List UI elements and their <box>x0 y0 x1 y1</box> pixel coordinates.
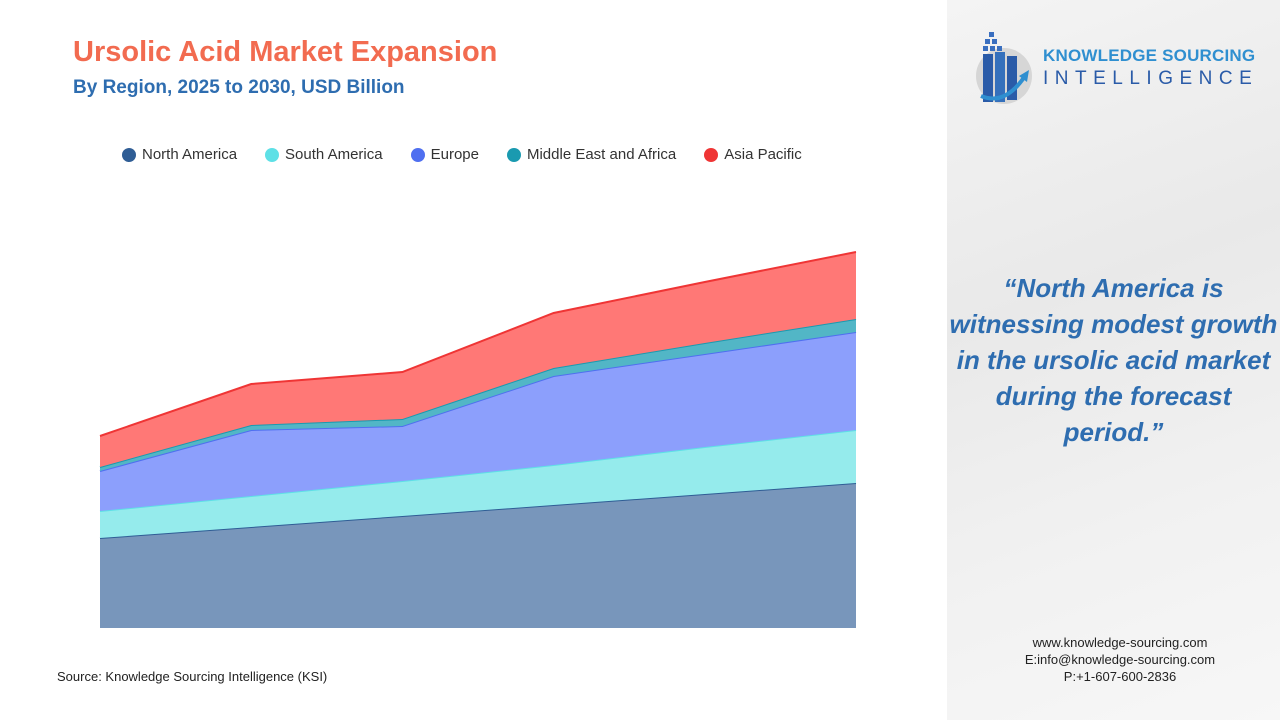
contact-info: www.knowledge-sourcing.com E:info@knowle… <box>960 634 1280 685</box>
chart-subtitle: By Region, 2025 to 2030, USD Billion <box>73 77 405 98</box>
legend-swatch <box>410 147 425 162</box>
email-text[interactable]: E:info@knowledge-sourcing.com <box>1024 652 1216 667</box>
legend-swatch <box>506 147 521 162</box>
logo-text-line2: INTELLIGENCE <box>1043 68 1259 89</box>
quote-text: “North America is witnessing modest grow… <box>949 273 1278 447</box>
line-middle-east-and-africa <box>99 318 857 468</box>
area-south-america <box>100 430 856 538</box>
area-north-america <box>100 483 856 628</box>
legend-label: Middle East and Africa <box>526 146 677 163</box>
legend-label: Asia Pacific <box>724 146 802 163</box>
legend-swatch <box>704 147 719 162</box>
legend-item[interactable]: Europe <box>410 146 479 163</box>
legend-item[interactable]: North America <box>122 146 237 163</box>
stacked-area-chart <box>99 251 857 628</box>
area-middle-east-and-africa <box>100 319 856 471</box>
legend-swatch <box>122 147 136 162</box>
website-link[interactable]: www.knowledge-sourcing.com <box>1032 635 1208 650</box>
line-asia-pacific <box>99 251 857 437</box>
line-europe <box>99 331 857 472</box>
logo: KNOWLEDGE SOURCING INTELLIGENCE <box>975 30 1258 106</box>
legend: North America South America Europe Middle E… <box>122 146 802 163</box>
chart-title: Ursolic Acid Market Expansion <box>73 36 498 68</box>
logo-text-line1: KNOWLEDGE SOURCING <box>1043 46 1256 65</box>
legend-item[interactable]: Middle East and Africa <box>506 146 677 163</box>
area-europe <box>100 332 856 511</box>
source-note: Source: Knowledge Sourcing Intelligence … <box>57 669 328 684</box>
side-panel <box>947 0 1280 720</box>
legend-label: North America <box>142 146 238 163</box>
area-asia-pacific <box>100 252 856 467</box>
logo-emblem-icon <box>976 32 1032 104</box>
legend-swatch <box>265 147 280 162</box>
legend-label: Europe <box>430 146 479 163</box>
legend-item[interactable]: Asia Pacific <box>704 146 802 163</box>
legend-label: South America <box>285 146 383 163</box>
phone-text: P:+1-607-600-2836 <box>1063 669 1177 684</box>
legend-item[interactable]: South America <box>265 146 383 163</box>
